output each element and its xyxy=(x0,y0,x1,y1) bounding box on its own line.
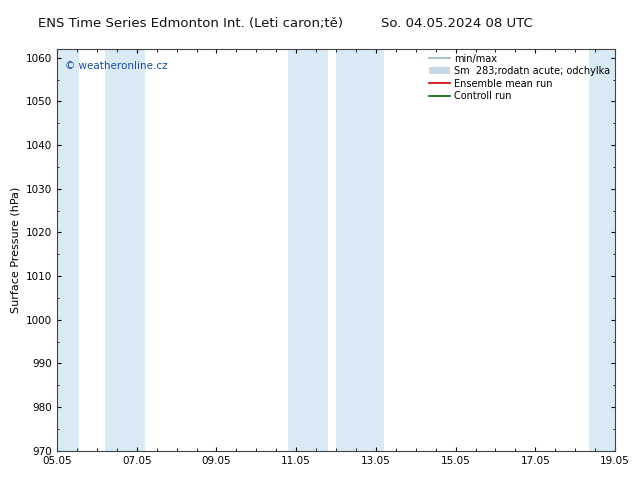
Legend: min/max, Sm  283;rodatn acute; odchylka, Ensemble mean run, Controll run: min/max, Sm 283;rodatn acute; odchylka, … xyxy=(427,52,612,103)
Bar xyxy=(288,49,328,451)
Bar xyxy=(336,49,384,451)
Text: © weatheronline.cz: © weatheronline.cz xyxy=(65,61,168,71)
Text: So. 04.05.2024 08 UTC: So. 04.05.2024 08 UTC xyxy=(380,17,533,30)
Bar xyxy=(57,49,79,451)
Y-axis label: Surface Pressure (hPa): Surface Pressure (hPa) xyxy=(10,187,20,313)
Bar xyxy=(589,49,615,451)
Text: ENS Time Series Edmonton Int. (Leti caron;tě): ENS Time Series Edmonton Int. (Leti caro… xyxy=(37,17,343,30)
Bar xyxy=(105,49,145,451)
